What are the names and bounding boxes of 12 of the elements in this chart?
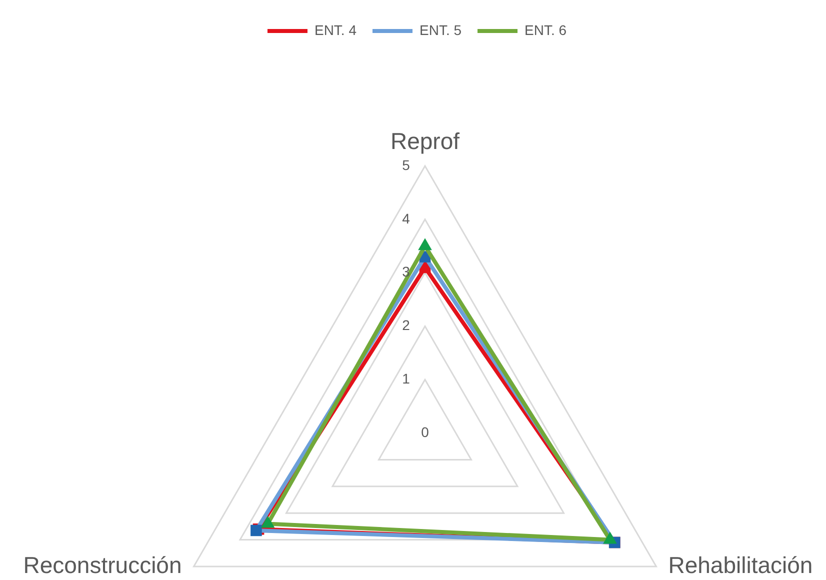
- y-tick-label: 5: [402, 156, 410, 173]
- y-tick-label: 4: [402, 210, 410, 226]
- spoke-label: Reprof: [390, 128, 460, 154]
- y-tick-label: 0: [421, 424, 430, 440]
- spoke-label: Rehabilitación: [668, 552, 813, 578]
- y-tick-label: 3: [402, 264, 410, 280]
- legend-label: ENT. 5: [419, 22, 462, 38]
- y-tick-label: 1: [402, 370, 410, 386]
- spoke-label: Reconstrucción: [23, 552, 182, 578]
- legend-label: ENT. 6: [524, 22, 567, 38]
- y-tick-label: 2: [402, 317, 410, 334]
- legend-label: ENT. 4: [314, 22, 357, 38]
